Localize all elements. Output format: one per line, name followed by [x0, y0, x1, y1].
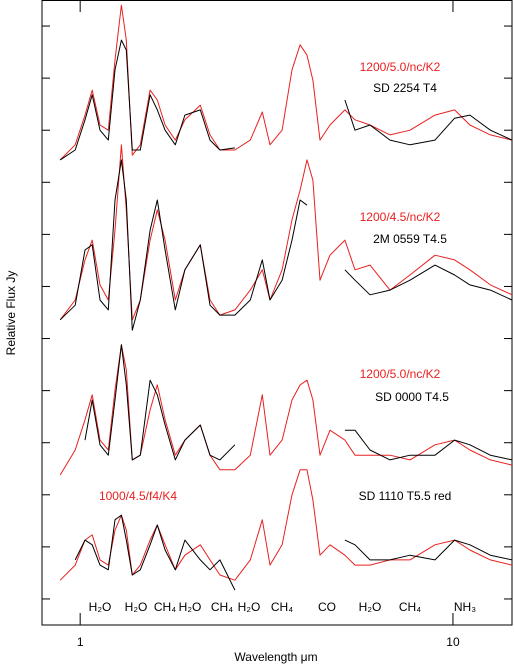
band-label: H₂O — [89, 600, 112, 614]
series-label: 1000/4.5/f4/K4 — [99, 489, 177, 503]
spectrum-line — [59, 39, 513, 161]
band-label: H₂O — [125, 600, 148, 614]
band-label: CH₄ — [211, 600, 233, 614]
band-label: CH₄ — [271, 600, 293, 614]
series-label: 1200/4.5/nc/K2 — [360, 210, 441, 224]
x-tick-label: 1 — [77, 635, 84, 649]
spectrum-line — [84, 344, 513, 461]
band-label: NH₃ — [454, 600, 476, 614]
series-label: 1200/5.0/nc/K2 — [360, 367, 441, 381]
spectrum-line — [59, 4, 513, 161]
band-label: H₂O — [238, 600, 261, 614]
band-label: CH₄ — [399, 600, 421, 614]
x-tick-label: 10 — [446, 635, 460, 649]
spectrum-line — [59, 144, 513, 321]
y-axis-label: Relative Flux Jy — [4, 271, 18, 356]
spectrum-line — [74, 514, 513, 591]
band-label: CH₄ — [154, 600, 176, 614]
plot-frame — [41, 0, 513, 626]
series-label: 2M 0559 T4.5 — [373, 232, 447, 246]
band-label: H₂O — [359, 600, 382, 614]
spectrum-line — [59, 159, 513, 331]
spectrum-line — [59, 469, 513, 581]
x-axis-label: Wavelength μm — [234, 650, 317, 664]
series-label: SD 2254 T4 — [373, 81, 437, 95]
series-label: SD 0000 T4.5 — [375, 390, 449, 404]
series-label: 1200/5.0/nc/K2 — [360, 60, 441, 74]
band-label: CO — [318, 600, 336, 614]
band-label: H₂O — [179, 600, 202, 614]
series-label: SD 1110 T5.5 red — [359, 489, 452, 503]
